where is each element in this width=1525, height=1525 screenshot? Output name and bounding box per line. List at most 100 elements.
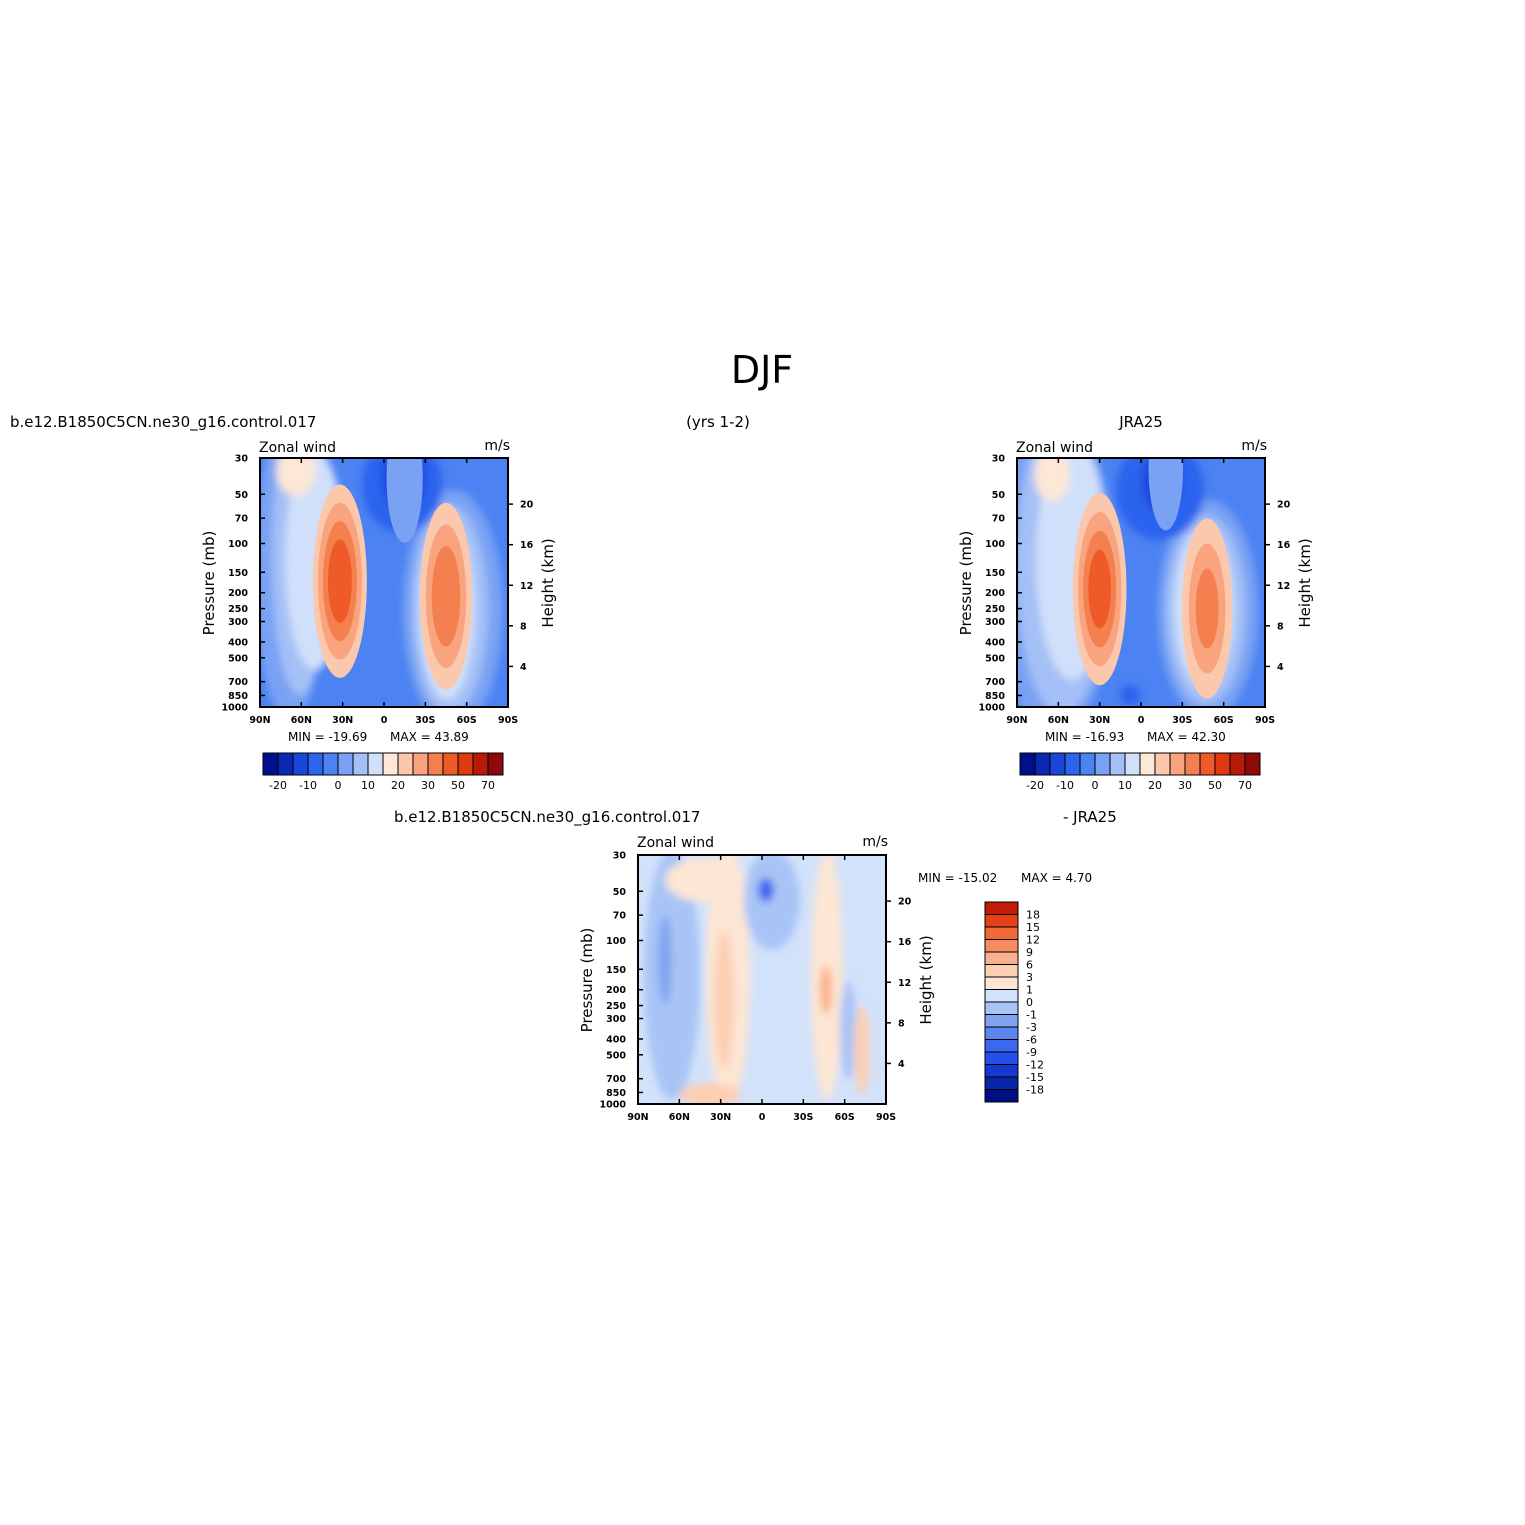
panel-obs-colorbar-swatch xyxy=(1109,752,1126,776)
panel-difference: b.e12.B1850C5CN.ne30_g16.control.017 - J… xyxy=(394,808,1117,1123)
panel-obs-ytick-label: 300 xyxy=(985,617,1005,628)
panel-obs-y2tick-label: 12 xyxy=(1277,581,1290,592)
diff-s-pos-2 xyxy=(820,965,832,1015)
panel-diff-colorbar-swatch xyxy=(984,976,1019,990)
panel-model: b.e12.B1850C5CN.ne30_g16.control.017 Zon… xyxy=(10,413,557,792)
panel-obs-ytick-label: 250 xyxy=(985,604,1005,615)
panel-obs-y2tick-label: 16 xyxy=(1277,540,1291,551)
panel-obs-ytick-label: 50 xyxy=(992,490,1006,501)
panel-model-variable: Zonal wind xyxy=(259,440,336,456)
panel-obs-ytick-label: 400 xyxy=(985,637,1005,648)
panel-model-max: MAX = 43.89 xyxy=(390,730,469,744)
panel-model-ytick-label: 250 xyxy=(228,604,248,615)
panel-diff-colorbar-swatch xyxy=(984,964,1019,978)
panel-diff-y2label: Height (km) xyxy=(917,935,935,1024)
panel-obs-ytick-label: 1000 xyxy=(979,703,1006,714)
panel-obs-colorbar-swatch xyxy=(1094,752,1111,776)
panel-model-colorbar-label: 0 xyxy=(335,779,342,792)
panel-diff-xtick-label: 90N xyxy=(627,1112,648,1123)
panel-diff-colorbar-swatch xyxy=(984,1001,1019,1015)
panel-obs-ytick-label: 200 xyxy=(985,588,1005,599)
panel-diff-colorbar-label: 3 xyxy=(1026,971,1033,984)
panel-model-colorbar-label: 70 xyxy=(481,779,495,792)
panel-diff-variable: Zonal wind xyxy=(637,835,714,851)
panel-diff-colorbar-swatch xyxy=(984,1026,1019,1040)
panel-obs-xtick-label: 30S xyxy=(1172,715,1192,726)
model-upper-n xyxy=(276,458,316,496)
panel-obs-xtick-label: 0 xyxy=(1138,715,1145,726)
panel-diff-max: MAX = 4.70 xyxy=(1021,871,1092,885)
panel-obs-ytick-label: 100 xyxy=(985,539,1005,550)
panel-model-colorbar-swatch xyxy=(412,752,429,776)
panel-obs-colorbar-swatch xyxy=(1199,752,1216,776)
panel-model-xtick-label: 90N xyxy=(249,715,270,726)
diff-top-pos xyxy=(665,858,745,902)
panel-diff-colorbar-label: -6 xyxy=(1026,1034,1037,1047)
panel-diff-colorbar-swatch xyxy=(984,989,1019,1003)
panel-diff-colorbar-label: 0 xyxy=(1026,996,1033,1009)
panel-obs-max: MAX = 42.30 xyxy=(1147,730,1226,744)
panel-diff-xtick-label: 30N xyxy=(710,1112,731,1123)
panel-obs-colorbar-swatch xyxy=(1214,752,1231,776)
panel-diff-units: m/s xyxy=(862,834,888,850)
panel-model-jet-2-level xyxy=(386,458,423,543)
panel-diff-colorbar-label: 12 xyxy=(1026,934,1040,947)
panel-diff-colorbar-label: 9 xyxy=(1026,946,1033,959)
panel-diff-axes: 90N 60N 30N 0 30S 60S 90S 30 50 70 100 150 200 250 300… xyxy=(600,851,912,1124)
panel-diff-case-label-right: - JRA25 xyxy=(1063,808,1117,826)
diff-30n-pos-2 xyxy=(714,930,734,1070)
panel-obs-units: m/s xyxy=(1241,438,1267,454)
panel-diff-ytick-label: 70 xyxy=(613,911,627,922)
panel-model-colorbar-swatch xyxy=(352,752,369,776)
panel-diff-ytick-label: 30 xyxy=(613,851,627,862)
panel-model-colorbar-label: 50 xyxy=(451,779,465,792)
panel-diff-colorbar-label: 1 xyxy=(1026,984,1033,997)
panel-obs-colorbar-swatch xyxy=(1139,752,1156,776)
panel-diff-ytick-label: 850 xyxy=(606,1088,626,1099)
panel-observations: JRA25 Zonal wind m/s 90N 60N 30N 0 30S 60S 90S… xyxy=(957,413,1314,792)
panel-model-min: MIN = -19.69 xyxy=(288,730,367,744)
panel-obs-colorbar-label: 0 xyxy=(1092,779,1099,792)
panel-diff-colorbar-swatch xyxy=(984,1076,1019,1090)
panel-diff-colorbar-swatch xyxy=(984,1089,1019,1103)
panel-model-ytick-label: 50 xyxy=(235,490,249,501)
panel-model-colorbar-swatch xyxy=(397,752,414,776)
panel-obs-xtick-label: 60N xyxy=(1048,715,1069,726)
panel-model-ytick-label: 500 xyxy=(228,653,248,664)
panel-diff-colorbar-label: -18 xyxy=(1026,1084,1044,1097)
panel-obs-ytick-label: 850 xyxy=(985,691,1005,702)
panel-model-colorbar-swatch xyxy=(277,752,294,776)
panel-diff-field xyxy=(638,855,886,1104)
panel-obs-colorbar-swatch xyxy=(1079,752,1096,776)
panel-diff-ytick-label: 300 xyxy=(606,1014,626,1025)
panel-model-axes: 90N 60N 30N 0 30S 60S 90S 30 50 70 100 150 200 250 300… xyxy=(222,454,534,727)
panel-obs-jet-2-level xyxy=(1148,458,1184,531)
diff-surface-pos xyxy=(680,1083,740,1104)
panel-model-colorbar-label: 30 xyxy=(421,779,435,792)
panel-model-y2tick-label: 8 xyxy=(520,621,527,632)
panel-diff-y2tick-label: 12 xyxy=(898,978,911,989)
panel-diff-colorbar-swatch xyxy=(984,926,1019,940)
panel-model-colorbar-swatch xyxy=(322,752,339,776)
panel-model-ytick-label: 150 xyxy=(228,568,248,579)
panel-diff-colorbar-swatch xyxy=(984,1014,1019,1028)
panel-model-colorbar: -20 -10 0 10 20 30 50 70 xyxy=(262,752,504,792)
panel-obs-y2tick-label: 8 xyxy=(1277,621,1284,632)
panel-diff-colorbar-label: -15 xyxy=(1026,1071,1044,1084)
panel-obs-ytick-label: 700 xyxy=(985,677,1005,688)
panel-obs-colorbar-swatch xyxy=(1154,752,1171,776)
panel-obs-y2tick-label: 20 xyxy=(1277,500,1291,511)
panel-diff-ytick-label: 1000 xyxy=(600,1100,627,1111)
panel-model-xtick-label: 30N xyxy=(332,715,353,726)
panel-model-ytick-label: 1000 xyxy=(222,703,249,714)
panel-obs-colorbar-swatch xyxy=(1124,752,1141,776)
panel-diff-y2tick-label: 8 xyxy=(898,1018,905,1029)
panel-obs-field xyxy=(1017,458,1265,707)
panel-diff-xtick-label: 60N xyxy=(669,1112,690,1123)
panel-obs-xtick-label: 90N xyxy=(1006,715,1027,726)
panel-model-colorbar-label: 20 xyxy=(391,779,405,792)
obs-upper-n xyxy=(1034,458,1070,501)
period-label: (yrs 1-2) xyxy=(686,413,750,431)
panel-diff-colorbar-label: -9 xyxy=(1026,1046,1037,1059)
